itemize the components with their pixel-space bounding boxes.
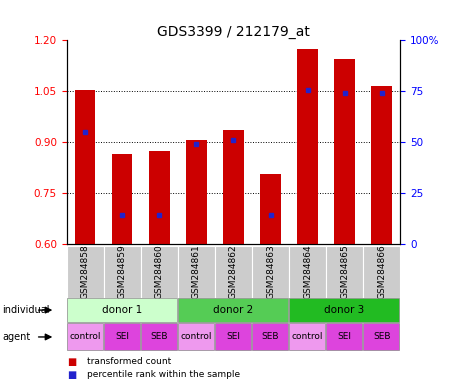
Bar: [75, 89, 95, 244]
Bar: [252, 246, 288, 298]
Text: transformed count: transformed count: [87, 358, 171, 366]
Text: individual: individual: [2, 305, 50, 315]
Bar: [104, 246, 140, 298]
Bar: [214, 246, 252, 298]
Text: SEB: SEB: [372, 333, 390, 341]
Bar: [252, 323, 288, 351]
Text: GSM284860: GSM284860: [155, 244, 163, 299]
Bar: [288, 246, 325, 298]
Bar: [362, 323, 398, 351]
Bar: [149, 151, 169, 244]
Bar: [67, 246, 104, 298]
Text: GSM284864: GSM284864: [302, 244, 311, 299]
Bar: [288, 323, 325, 351]
Bar: [178, 246, 214, 298]
Text: GSM284859: GSM284859: [118, 244, 127, 299]
Text: control: control: [291, 333, 323, 341]
Bar: [334, 59, 354, 244]
Bar: [288, 298, 398, 322]
Text: SEI: SEI: [337, 333, 351, 341]
Bar: [186, 141, 206, 244]
Bar: [223, 130, 243, 244]
Bar: [371, 86, 391, 244]
Text: GSM284862: GSM284862: [229, 244, 237, 299]
Text: percentile rank within the sample: percentile rank within the sample: [87, 371, 240, 379]
Text: ■: ■: [67, 357, 76, 367]
Text: ■: ■: [67, 370, 76, 380]
Text: GSM284863: GSM284863: [265, 244, 274, 299]
Text: SEB: SEB: [261, 333, 279, 341]
Text: SEI: SEI: [115, 333, 129, 341]
Text: GSM284865: GSM284865: [339, 244, 348, 299]
Bar: [140, 246, 178, 298]
Bar: [178, 298, 288, 322]
Text: donor 1: donor 1: [102, 305, 142, 315]
Bar: [325, 323, 362, 351]
Text: donor 2: donor 2: [213, 305, 253, 315]
Bar: [260, 174, 280, 244]
Bar: [112, 154, 132, 244]
Text: SEI: SEI: [226, 333, 240, 341]
Bar: [214, 323, 251, 351]
Text: GSM284861: GSM284861: [191, 244, 201, 299]
Bar: [140, 323, 177, 351]
Text: SEB: SEB: [150, 333, 168, 341]
Bar: [178, 323, 214, 351]
Text: control: control: [69, 333, 101, 341]
Text: donor 3: donor 3: [324, 305, 364, 315]
Text: GSM284858: GSM284858: [80, 244, 90, 299]
Text: control: control: [180, 333, 212, 341]
Title: GDS3399 / 212179_at: GDS3399 / 212179_at: [157, 25, 309, 39]
Bar: [362, 246, 399, 298]
Text: GSM284866: GSM284866: [376, 244, 386, 299]
Bar: [104, 323, 140, 351]
Text: agent: agent: [2, 332, 30, 342]
Bar: [67, 298, 177, 322]
Bar: [67, 323, 103, 351]
Bar: [297, 49, 317, 244]
Bar: [325, 246, 362, 298]
